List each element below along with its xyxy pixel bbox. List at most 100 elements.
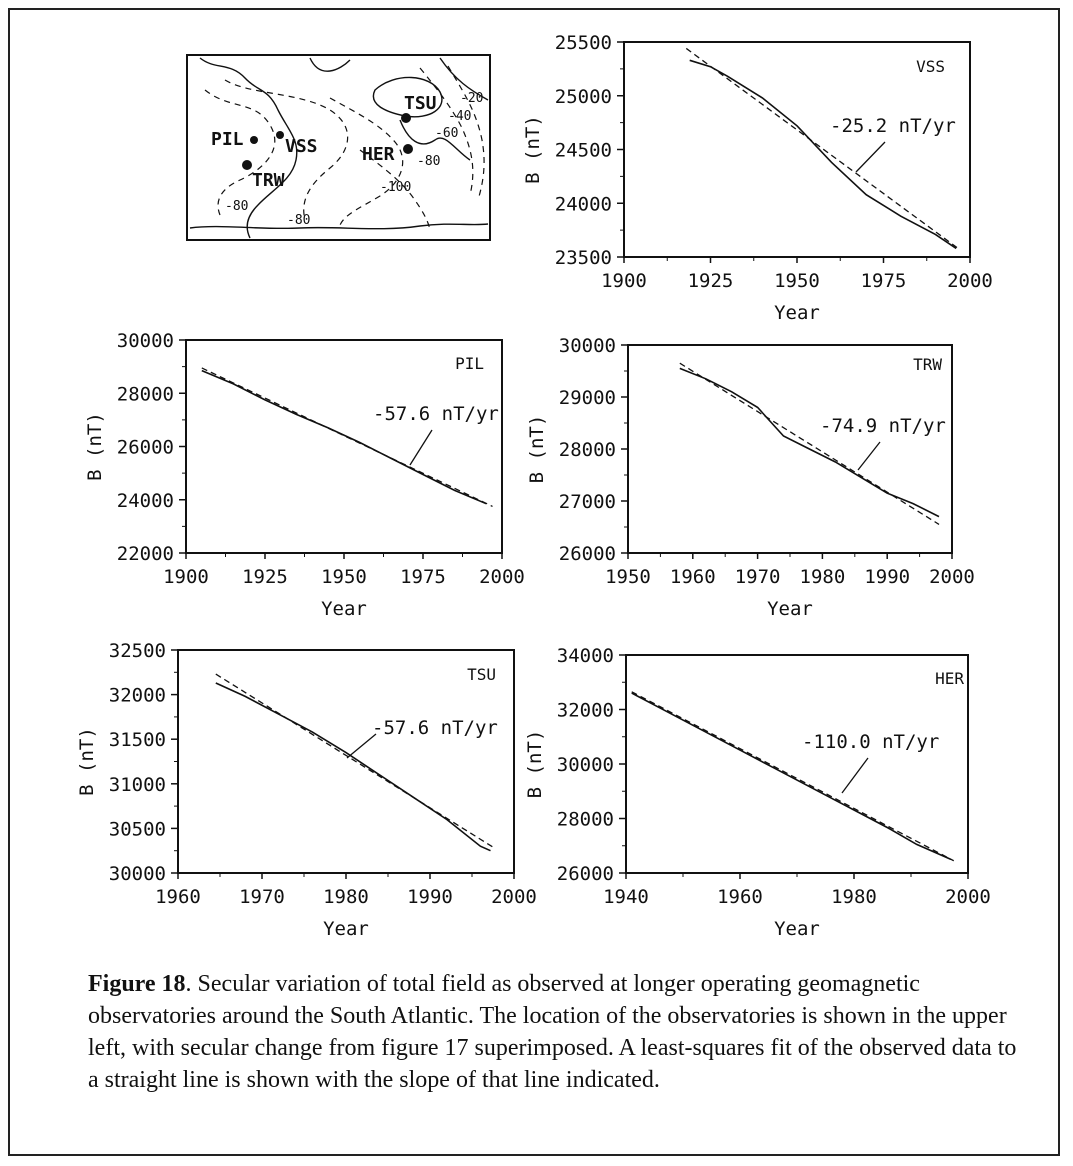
- caption-label: Figure 18: [88, 971, 186, 997]
- x-axis-title: Year: [321, 598, 367, 620]
- y-tick-label: 30000: [117, 330, 174, 352]
- y-axis-title: B (nT): [84, 412, 106, 481]
- slope-leader-line: [857, 441, 881, 471]
- least-squares-fit-line: [631, 691, 955, 862]
- x-tick-label: 1975: [861, 270, 907, 292]
- station-dot-trw: [242, 160, 252, 170]
- station-label-tsu: TSU: [404, 93, 437, 114]
- plot-frame: [627, 344, 953, 554]
- y-tick-label: 30000: [557, 754, 614, 776]
- x-tick-label: 1960: [717, 886, 763, 908]
- chart-vss: 1900 1925 1950 1975 2000 23500 24000 24500 25000…: [522, 32, 993, 324]
- station-dot-her: [403, 144, 413, 154]
- x-tick-label: 2000: [479, 566, 525, 588]
- station-label-pil: PIL: [211, 129, 244, 150]
- y-tick-label: 22000: [117, 543, 174, 565]
- y-tick-label: 26000: [559, 543, 616, 565]
- observed-series-line: [689, 59, 957, 250]
- slope-annotation: -25.2 nT/yr: [830, 115, 956, 137]
- y-tick-label: 26000: [557, 863, 614, 885]
- y-tick-label: 25000: [555, 86, 612, 108]
- y-tick-label: 24500: [555, 140, 612, 162]
- x-tick-label: 1970: [239, 886, 285, 908]
- secular-change-contours: [204, 65, 485, 231]
- x-tick-label: 1900: [601, 270, 647, 292]
- x-tick-label: 1990: [864, 566, 910, 588]
- least-squares-fit-line: [685, 47, 961, 250]
- x-tick-label: 2000: [491, 886, 537, 908]
- x-tick-label: 2000: [945, 886, 991, 908]
- x-tick-label: 1975: [400, 566, 446, 588]
- caption-text: . Secular variation of total field as ob…: [88, 971, 1017, 1093]
- y-axis-title: B (nT): [524, 730, 546, 799]
- chart-pil: 1900 1925 1950 1975 2000 22000 24000 26000 28000…: [84, 330, 525, 620]
- contour-label: -60: [435, 126, 458, 141]
- y-tick-label: 28000: [117, 383, 174, 405]
- y-tick-label: 26000: [117, 437, 174, 459]
- contour-label: -100: [380, 180, 411, 195]
- x-tick-label: 1950: [605, 566, 651, 588]
- station-dot-pil: [250, 136, 258, 144]
- y-tick-label: 30000: [559, 335, 616, 357]
- x-tick-label: 1925: [242, 566, 288, 588]
- y-axis-title: B (nT): [522, 115, 544, 184]
- figure-caption: Figure 18. Secular variation of total fi…: [88, 968, 1028, 1096]
- least-squares-fit-line: [679, 362, 940, 525]
- chart-trw: 1950 1960 1970 1980 1990 2000 26000 27000 28000 2…: [526, 335, 975, 620]
- observed-series-line: [631, 692, 952, 861]
- chart-tsu: 1960 1970 1980 1990 2000 30000 30500 31000 31500…: [76, 640, 537, 940]
- x-tick-label: 1960: [155, 886, 201, 908]
- station-name: PIL: [455, 354, 484, 373]
- observed-series-line: [215, 682, 491, 852]
- x-tick-label: 1940: [603, 886, 649, 908]
- x-tick-label: 1970: [735, 566, 781, 588]
- y-tick-label: 32500: [109, 640, 166, 662]
- slope-leader-line: [841, 757, 869, 794]
- station-label-trw: TRW: [252, 170, 285, 191]
- y-tick-label: 23500: [555, 247, 612, 269]
- figure-frame: [8, 8, 1060, 1156]
- map-border: [186, 54, 491, 241]
- y-tick-label: 27000: [559, 491, 616, 513]
- y-axis-title: B (nT): [526, 415, 548, 484]
- contour-label: -80: [287, 213, 310, 228]
- chart-her: 1940 1960 1980 2000 26000 28000 30000 32000 3400…: [524, 645, 991, 940]
- observed-series-line: [201, 369, 487, 505]
- y-axis-title: B (nT): [76, 727, 98, 796]
- x-tick-label: 1980: [323, 886, 369, 908]
- contour-label: -80: [225, 199, 248, 214]
- station-label-vss: VSS: [285, 136, 318, 157]
- x-axis-title: Year: [767, 598, 813, 620]
- x-tick-label: 1980: [800, 566, 846, 588]
- station-label-her: HER: [362, 144, 395, 165]
- slope-leader-line: [409, 429, 433, 466]
- x-tick-label: 1925: [688, 270, 734, 292]
- plot-frame: [177, 649, 515, 874]
- y-tick-label: 29000: [559, 387, 616, 409]
- y-tick-label: 28000: [559, 439, 616, 461]
- y-tick-label: 32000: [109, 685, 166, 707]
- x-axis-title: Year: [774, 918, 820, 940]
- contour-label: -80: [417, 154, 440, 169]
- y-tick-label: 34000: [557, 645, 614, 667]
- slope-leader-line: [855, 141, 886, 173]
- y-tick-label: 30000: [109, 863, 166, 885]
- y-tick-label: 31500: [109, 729, 166, 751]
- station-name: HER: [935, 669, 964, 688]
- x-tick-label: 2000: [947, 270, 993, 292]
- plot-frame: [625, 654, 969, 874]
- station-markers: [242, 113, 413, 170]
- x-axis-title: Year: [774, 302, 820, 324]
- x-tick-label: 2000: [929, 566, 975, 588]
- y-tick-label: 31000: [109, 774, 166, 796]
- y-tick-label: 28000: [557, 809, 614, 831]
- contour-label: -20: [460, 91, 483, 106]
- x-tick-label: 1950: [774, 270, 820, 292]
- x-tick-label: 1980: [831, 886, 877, 908]
- y-tick-label: 30500: [109, 818, 166, 840]
- y-tick-label: 25500: [555, 32, 612, 54]
- y-tick-label: 24000: [117, 490, 174, 512]
- observed-series-line: [679, 367, 940, 518]
